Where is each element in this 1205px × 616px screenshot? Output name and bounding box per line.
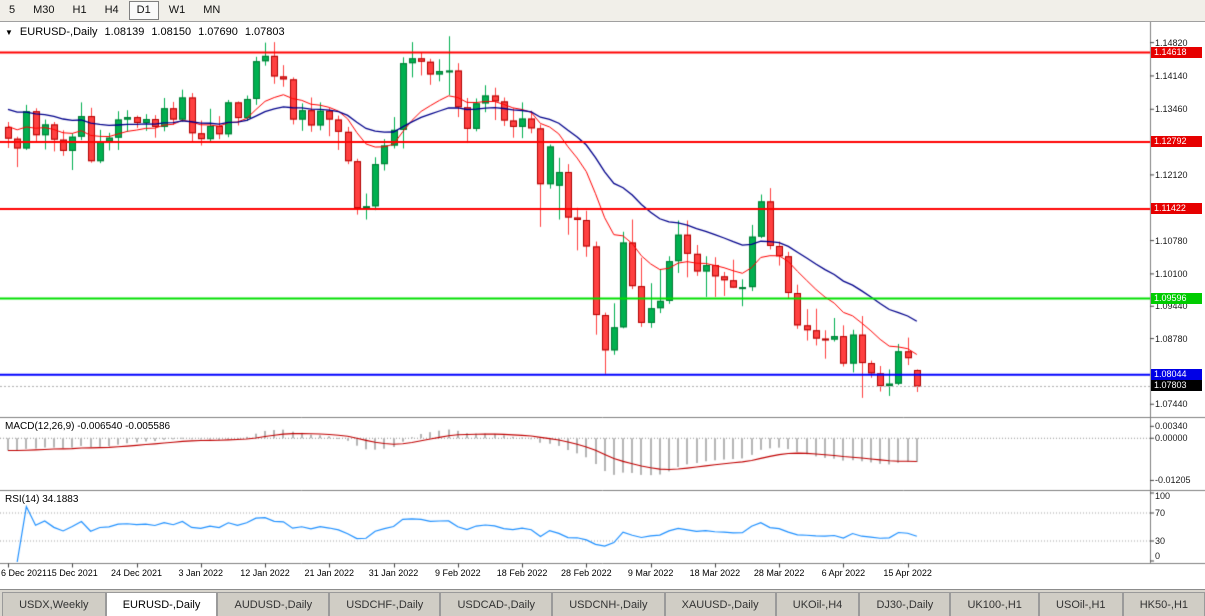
- time-axis-label: 9 Feb 2022: [435, 568, 481, 578]
- timeframe-toolbar: 5 M30 H1 H4 D1 W1 MN: [0, 0, 1205, 22]
- time-axis-label: 15 Dec 2021: [46, 568, 98, 578]
- rsi-value: 34.1883: [42, 494, 79, 505]
- price-level-label[interactable]: 1.08044: [1151, 369, 1202, 380]
- rsi-tick-label: 70: [1155, 508, 1166, 518]
- chart-window: ▼ EURUSD-,Daily 1.08139 1.08150 1.07690 …: [0, 22, 1205, 589]
- price-level-label[interactable]: 1.14618: [1151, 47, 1202, 58]
- price-level-label[interactable]: 1.11422: [1151, 203, 1202, 214]
- price-level-label[interactable]: 1.07803: [1151, 380, 1202, 391]
- timeframe-button-h4[interactable]: H4: [104, 4, 119, 16]
- timeframe-button-h1[interactable]: H1: [72, 4, 87, 16]
- time-axis-label: 31 Jan 2022: [368, 568, 419, 578]
- macd-tick-label: 0.00340: [1155, 421, 1188, 431]
- price-tick-label: 1.14820: [1155, 38, 1188, 48]
- chart-tab-usdx-weekly[interactable]: USDX,Weekly: [2, 592, 106, 616]
- macd-tick-label: -0.01205: [1155, 475, 1191, 485]
- rsi-indicator-label: RSI(14) 34.1883: [5, 494, 78, 505]
- timeframe-button-mn[interactable]: MN: [203, 4, 221, 16]
- time-axis-label: 6 Apr 2022: [821, 568, 866, 578]
- price-tick-label: 1.13460: [1155, 104, 1188, 114]
- time-axis-label: 28 Feb 2022: [561, 568, 612, 578]
- rsi-tick-label: 30: [1155, 536, 1166, 546]
- chart-tab-audusd-daily[interactable]: AUDUSD-,Daily: [217, 592, 330, 616]
- time-axis-label: 3 Jan 2022: [178, 568, 224, 578]
- price-tick-label: 1.14140: [1155, 71, 1188, 81]
- chart-tab-usdcad-daily[interactable]: USDCAD-,Daily: [440, 592, 553, 616]
- time-axis-label: 24 Dec 2021: [110, 568, 163, 578]
- price-level-label[interactable]: 1.09596: [1151, 293, 1202, 304]
- price-level-label[interactable]: 1.12792: [1151, 136, 1202, 147]
- ohlc-open: 1.08139: [104, 26, 145, 38]
- chart-tab-usdcnh-daily[interactable]: USDCNH-,Daily: [552, 592, 665, 616]
- time-axis-label: 12 Jan 2022: [240, 568, 290, 578]
- symbol-period-label: EURUSD-,Daily: [19, 26, 98, 38]
- rsi-name: RSI(14): [5, 494, 40, 505]
- price-tick-label: 1.12120: [1155, 170, 1188, 180]
- chart-tab-usoil-h1[interactable]: USOil-,H1: [1038, 592, 1123, 616]
- macd-tick-label: 0.00000: [1155, 433, 1188, 443]
- chart-tab-xauusd-daily[interactable]: XAUUSD-,Daily: [664, 592, 776, 616]
- chart-tab-bar: USDX,Weekly EURUSD-,Daily AUDUSD-,Daily USD…: [0, 589, 1205, 616]
- ohlc-close: 1.07803: [244, 26, 285, 38]
- time-axis-label: 18 Feb 2022: [496, 568, 548, 578]
- chart-tab-dj30-daily[interactable]: DJ30-,Daily: [859, 592, 951, 616]
- ohlc-high: 1.08150: [151, 26, 192, 38]
- chart-tab-ukoil-h4[interactable]: UKOil-,H4: [775, 592, 860, 616]
- price-tick-label: 1.10780: [1155, 236, 1188, 246]
- price-scale[interactable]: 1.14820 1.14140 1.13460 1.12120 1.10780 1.101…: [1151, 22, 1205, 589]
- price-tick-label: 1.08780: [1155, 334, 1188, 344]
- macd-indicator-label: MACD(12,26,9) -0.006540 -0.005586: [5, 421, 170, 432]
- price-chart-canvas[interactable]: [0, 22, 1205, 589]
- chart-tab-uk100-h1[interactable]: UK100-,H1: [950, 592, 1039, 616]
- chart-tab-hk50-h1[interactable]: HK50-,H1: [1122, 592, 1205, 616]
- macd-values: -0.006540 -0.005586: [77, 421, 171, 432]
- time-axis-label: 15 Apr 2022: [883, 568, 932, 578]
- time-axis-label: 18 Mar 2022: [689, 568, 741, 578]
- time-axis-label: 9 Mar 2022: [627, 568, 674, 578]
- macd-name: MACD(12,26,9): [5, 421, 75, 432]
- price-tick-label: 1.07440: [1155, 399, 1188, 409]
- price-tick-label: 1.10100: [1155, 269, 1188, 279]
- ohlc-low: 1.07690: [198, 26, 238, 38]
- price-tick-label: 1.09440: [1155, 301, 1188, 311]
- time-axis-label: 21 Jan 2022: [304, 568, 355, 578]
- timeframe-button-w1[interactable]: W1: [168, 4, 186, 16]
- time-axis-label: 6 Dec 2021: [1, 568, 48, 578]
- time-axis-label: 28 Mar 2022: [753, 568, 805, 578]
- timeframe-button-5[interactable]: 5: [9, 4, 16, 16]
- rsi-tick-label: 100: [1155, 491, 1171, 501]
- timeframe-button-d1[interactable]: D1: [128, 1, 159, 20]
- chart-title: ▼ EURUSD-,Daily 1.08139 1.08150 1.07690 …: [5, 26, 285, 38]
- chart-tab-usdchf-daily[interactable]: USDCHF-,Daily: [329, 592, 441, 616]
- timeframe-button-m30[interactable]: M30: [33, 4, 55, 16]
- rsi-tick-label: 0: [1155, 551, 1161, 561]
- time-axis[interactable]: 6 Dec 2021 15 Dec 2021 24 Dec 2021 3 Jan 20…: [0, 568, 1150, 582]
- chart-collapse-icon[interactable]: ▼: [5, 27, 13, 37]
- chart-tab-eurusd-daily[interactable]: EURUSD-,Daily: [105, 592, 218, 616]
